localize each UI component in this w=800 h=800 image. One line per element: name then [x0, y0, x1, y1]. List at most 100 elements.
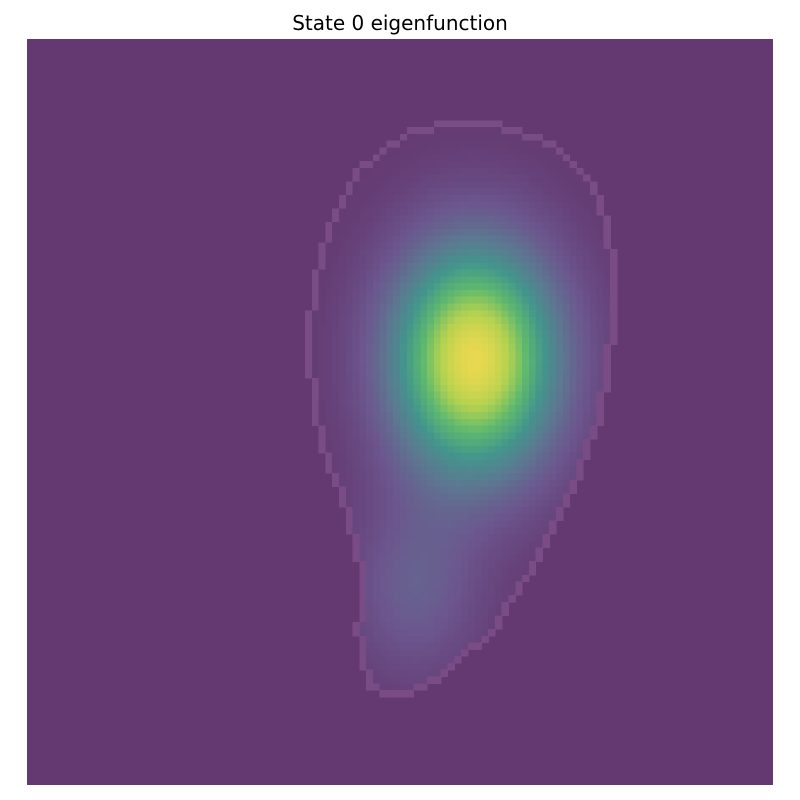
- heatmap-cell: [379, 635, 388, 644]
- heatmap-cell: [494, 249, 503, 257]
- heatmap-cell: [325, 398, 333, 406]
- heatmap-boundary-cell: [325, 228, 333, 237]
- heatmap-cell: [494, 378, 503, 386]
- heatmap-cell: [474, 140, 482, 149]
- heatmap-cell: [318, 283, 326, 291]
- heatmap-cell: [528, 303, 537, 311]
- heatmap-cell: [447, 439, 455, 447]
- heatmap-cell: [366, 622, 374, 630]
- heatmap-cell: [345, 452, 354, 461]
- heatmap-cell: [549, 384, 557, 393]
- heatmap-cell: [400, 242, 408, 250]
- heatmap-cell: [555, 384, 564, 393]
- heatmap-cell: [393, 235, 401, 244]
- heatmap-cell: [522, 344, 530, 352]
- heatmap-cell: [481, 622, 489, 630]
- heatmap-cell: [372, 622, 381, 630]
- heatmap-cell: [413, 188, 421, 196]
- heatmap-cell: [447, 615, 455, 623]
- heatmap-cell: [406, 323, 415, 332]
- heatmap-cell: [501, 249, 510, 257]
- heatmap-cell: [372, 208, 381, 216]
- heatmap-cell: [440, 283, 449, 291]
- heatmap-boundary-cell: [352, 554, 360, 562]
- heatmap-cell: [508, 344, 516, 352]
- heatmap-cell: [454, 615, 462, 623]
- heatmap-cell: [345, 208, 354, 216]
- heatmap-cell: [549, 466, 557, 474]
- heatmap-cell: [467, 364, 476, 372]
- heatmap-cell: [345, 486, 354, 494]
- heatmap-cell: [413, 412, 421, 420]
- heatmap-cell: [386, 642, 394, 650]
- heatmap-cell: [393, 256, 401, 264]
- heatmap-cell: [427, 425, 435, 433]
- heatmap-cell: [386, 344, 394, 352]
- heatmap-cell: [379, 235, 388, 244]
- heatmap-cell: [433, 364, 442, 372]
- heatmap-cell: [338, 364, 347, 372]
- heatmap-cell: [494, 601, 503, 610]
- heatmap-cell: [562, 473, 571, 481]
- heatmap-cell: [386, 527, 394, 535]
- heatmap-cell: [433, 337, 442, 345]
- heatmap-cell: [372, 256, 381, 264]
- heatmap-cell: [467, 323, 476, 332]
- heatmap-cell: [461, 174, 469, 183]
- heatmap-cell: [454, 500, 462, 508]
- heatmap-cell: [454, 513, 462, 522]
- heatmap-cell: [372, 445, 381, 454]
- heatmap-cell: [549, 378, 557, 386]
- heatmap-cell: [569, 208, 577, 216]
- heatmap-cell: [366, 330, 374, 338]
- heatmap-cell: [583, 371, 591, 379]
- heatmap-cell: [549, 161, 557, 169]
- heatmap-cell: [474, 527, 482, 535]
- heatmap-cell: [494, 276, 503, 284]
- heatmap-cell: [467, 405, 476, 413]
- heatmap-cell: [427, 513, 435, 522]
- heatmap-cell: [461, 513, 469, 522]
- heatmap-cell: [427, 418, 435, 427]
- heatmap-cell: [420, 547, 428, 556]
- heatmap-cell: [352, 473, 360, 481]
- heatmap-cell: [332, 310, 340, 318]
- heatmap-cell: [454, 276, 462, 284]
- heatmap-cell: [494, 317, 503, 325]
- heatmap-cell: [433, 520, 442, 528]
- heatmap-cell: [535, 310, 544, 318]
- heatmap-cell: [474, 540, 482, 549]
- heatmap-cell: [345, 262, 354, 271]
- heatmap-cell: [522, 357, 530, 366]
- heatmap-cell: [569, 310, 577, 318]
- heatmap-cell: [488, 622, 496, 630]
- heatmap-cell: [372, 527, 381, 535]
- heatmap-cell: [596, 256, 605, 264]
- heatmap-boundary-cell: [528, 567, 537, 576]
- heatmap-cell: [447, 350, 455, 359]
- heatmap-cell: [549, 371, 557, 379]
- heatmap-cell: [440, 540, 449, 549]
- heatmap-cell: [474, 500, 482, 508]
- heatmap-cell: [508, 371, 516, 379]
- heatmap-cell: [413, 249, 421, 257]
- heatmap-boundary-cell: [325, 459, 333, 467]
- heatmap-boundary-cell: [528, 561, 537, 569]
- heatmap-cell: [515, 473, 523, 481]
- heatmap-cell: [569, 317, 577, 325]
- heatmap-cell: [461, 567, 469, 576]
- heatmap-cell: [433, 391, 442, 400]
- heatmap-cell: [535, 269, 544, 277]
- heatmap-cell: [433, 601, 442, 610]
- heatmap-cell: [535, 493, 544, 501]
- heatmap-cell: [386, 473, 394, 481]
- heatmap-cell: [386, 256, 394, 264]
- heatmap-cell: [372, 615, 381, 623]
- heatmap-cell: [549, 188, 557, 196]
- heatmap-cell: [515, 561, 523, 569]
- heatmap-boundary-cell: [494, 615, 503, 623]
- heatmap-cell: [406, 635, 415, 644]
- heatmap-cell: [508, 473, 516, 481]
- heatmap-cell: [427, 405, 435, 413]
- heatmap-cell: [562, 405, 571, 413]
